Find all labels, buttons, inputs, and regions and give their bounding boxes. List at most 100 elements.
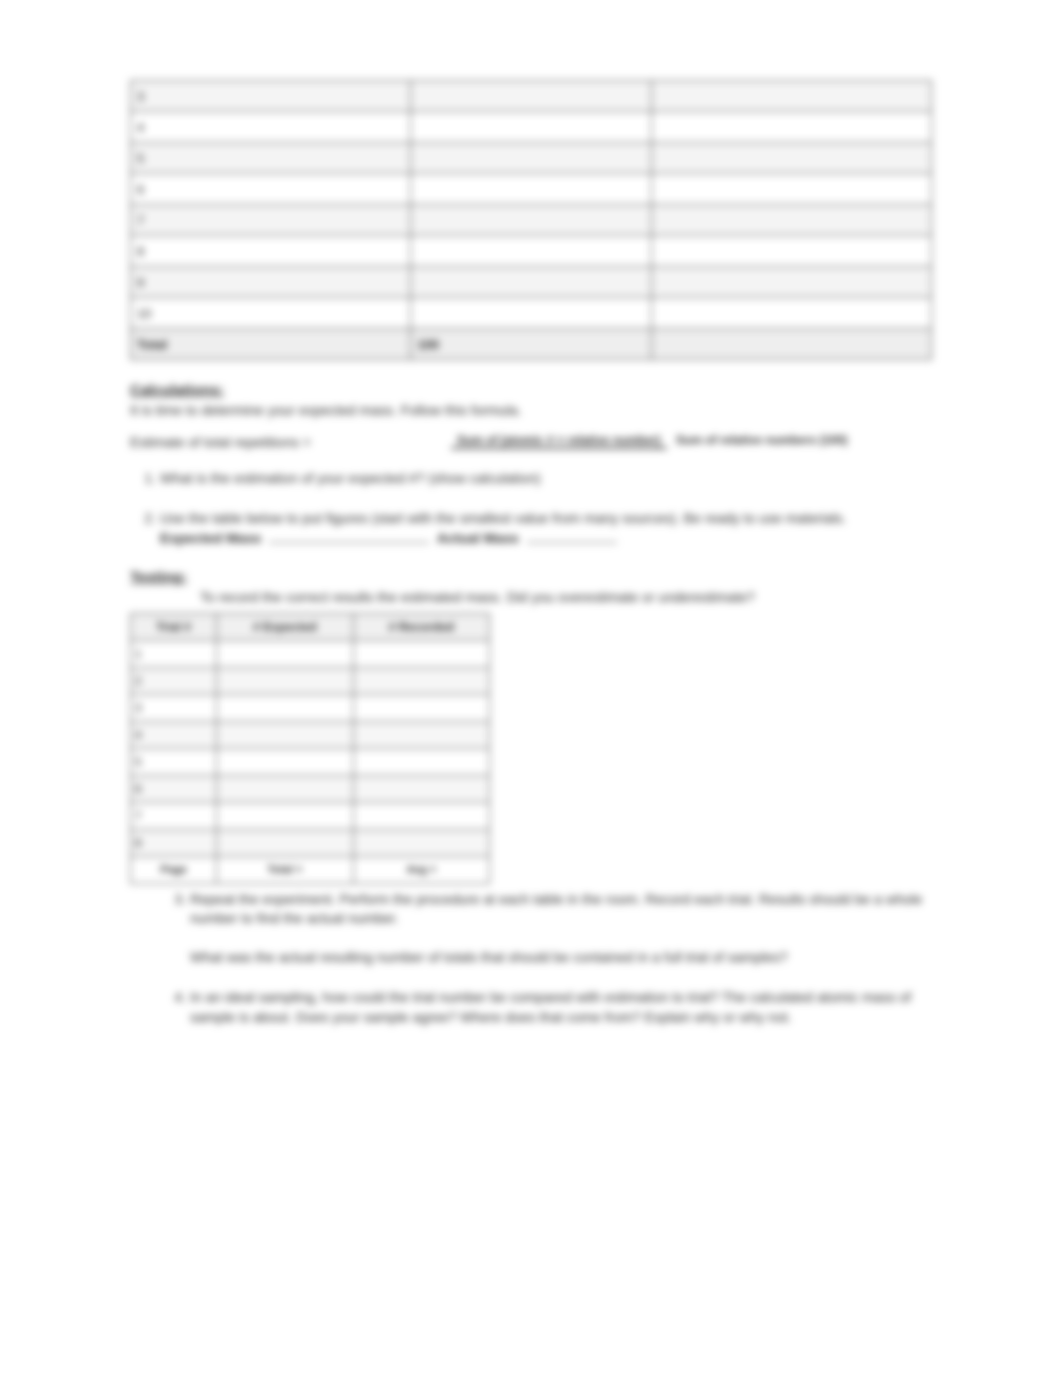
expected-mass-blank[interactable] bbox=[269, 528, 429, 543]
trial-cell: 7 bbox=[131, 802, 217, 829]
table-cell bbox=[651, 143, 931, 174]
question-3-text: Repeat the experiment. Perform the proce… bbox=[190, 891, 922, 927]
question-4-text: In an ideal sampling, how could the tria… bbox=[190, 989, 911, 1025]
data-table-main: 345678910Total100 bbox=[130, 80, 932, 360]
trial-cell bbox=[353, 802, 489, 829]
trial-cell bbox=[217, 667, 353, 694]
table-cell bbox=[651, 298, 931, 329]
table-cell bbox=[411, 81, 651, 112]
testing-intro: To record the correct results the estima… bbox=[200, 588, 932, 607]
calculations-intro: It is time to determine your expected ma… bbox=[130, 401, 932, 420]
table-cell: 9 bbox=[131, 267, 411, 298]
question-1: What is the estimation of your expected … bbox=[160, 468, 932, 488]
trial-row: 1 bbox=[131, 640, 490, 667]
trial-col-header-1: Trial # bbox=[131, 613, 217, 640]
trial-cell bbox=[353, 694, 489, 721]
table-cell bbox=[651, 174, 931, 205]
actual-mass-label: Actual Mass bbox=[437, 530, 519, 546]
formula-row: Estimate of total repetitions = Sum of (… bbox=[130, 434, 932, 450]
trial-cell bbox=[217, 640, 353, 667]
table-footer-cell: 100 bbox=[411, 329, 651, 360]
trial-cell bbox=[217, 748, 353, 775]
trial-footer-3: Avg = bbox=[353, 856, 489, 883]
table-cell bbox=[651, 205, 931, 236]
trial-row: 7 bbox=[131, 802, 490, 829]
fraction-numerator: Sum of (atomic # × relative number) bbox=[451, 433, 667, 449]
table-cell: 4 bbox=[131, 112, 411, 143]
question-3: Repeat the experiment. Perform the proce… bbox=[190, 890, 932, 968]
question-list-1: What is the estimation of your expected … bbox=[130, 468, 932, 549]
trial-table-body: 12345678 bbox=[131, 640, 490, 856]
trial-cell bbox=[353, 640, 489, 667]
table-cell bbox=[411, 298, 651, 329]
table-cell: 7 bbox=[131, 205, 411, 236]
table-cell bbox=[411, 143, 651, 174]
table-cell bbox=[651, 267, 931, 298]
calculations-heading: Calculations: bbox=[130, 382, 932, 399]
table-cell: 3 bbox=[131, 81, 411, 112]
trial-cell: 2 bbox=[131, 667, 217, 694]
trial-footer-1: Page bbox=[131, 856, 217, 883]
trial-row: 8 bbox=[131, 829, 490, 856]
formula-lhs: Estimate of total repetitions = bbox=[130, 434, 311, 450]
trial-cell: 1 bbox=[131, 640, 217, 667]
question-3b-text: What was the actual resulting number of … bbox=[190, 949, 788, 965]
table-footer-cell: Total bbox=[131, 329, 411, 360]
testing-heading: Testing: bbox=[130, 569, 932, 586]
trial-cell: 5 bbox=[131, 748, 217, 775]
table-cell bbox=[411, 267, 651, 298]
trial-cell bbox=[217, 694, 353, 721]
table-row: 9 bbox=[131, 267, 932, 298]
trial-cell: 4 bbox=[131, 721, 217, 748]
table-cell: 10 bbox=[131, 298, 411, 329]
trial-col-header-3: # Recorded bbox=[353, 613, 489, 640]
document-page: 345678910Total100 Calculations: It is ti… bbox=[0, 0, 1062, 1377]
table-cell: 8 bbox=[131, 236, 411, 267]
trial-cell bbox=[217, 802, 353, 829]
table-cell bbox=[651, 81, 931, 112]
table-cell: 5 bbox=[131, 143, 411, 174]
trial-table-head: Trial # # Expected # Recorded bbox=[131, 613, 490, 640]
fraction-denominator: Sum of relative numbers (100) bbox=[670, 433, 853, 447]
trial-cell bbox=[217, 721, 353, 748]
expected-mass-label: Expected Mass bbox=[160, 530, 261, 546]
question-1-text: What is the estimation of your expected … bbox=[160, 470, 541, 486]
table-row: 4 bbox=[131, 112, 932, 143]
trial-table-foot: Page Total = Avg = bbox=[131, 856, 490, 883]
trial-cell: 6 bbox=[131, 775, 217, 802]
table-body: 345678910Total100 bbox=[131, 81, 932, 360]
trial-cell: 3 bbox=[131, 694, 217, 721]
trial-cell bbox=[353, 748, 489, 775]
question-list-2: Repeat the experiment. Perform the proce… bbox=[130, 890, 932, 1028]
table-row: 5 bbox=[131, 143, 932, 174]
formula-fraction: Sum of (atomic # × relative number) Sum … bbox=[451, 434, 853, 450]
trial-row: 6 bbox=[131, 775, 490, 802]
table-row: 7 bbox=[131, 205, 932, 236]
question-4: In an ideal sampling, how could the tria… bbox=[190, 988, 932, 1027]
question-2-text: Use the table below to put figures (star… bbox=[160, 510, 846, 526]
table-footer-row: Total100 bbox=[131, 329, 932, 360]
trial-table: Trial # # Expected # Recorded 12345678 P… bbox=[130, 613, 490, 884]
trial-footer-2: Total = bbox=[217, 856, 353, 883]
actual-mass-blank[interactable] bbox=[527, 528, 617, 543]
trial-col-header-2: # Expected bbox=[217, 613, 353, 640]
table-cell: 6 bbox=[131, 174, 411, 205]
question-2: Use the table below to put figures (star… bbox=[160, 508, 932, 549]
table-row: 10 bbox=[131, 298, 932, 329]
table-cell bbox=[411, 205, 651, 236]
trial-cell bbox=[353, 667, 489, 694]
table-cell bbox=[411, 174, 651, 205]
trial-table-wrap: Trial # # Expected # Recorded 12345678 P… bbox=[130, 613, 932, 884]
trial-row: 4 bbox=[131, 721, 490, 748]
trial-cell bbox=[217, 775, 353, 802]
table-cell bbox=[651, 236, 931, 267]
table-cell bbox=[651, 112, 931, 143]
trial-cell: 8 bbox=[131, 829, 217, 856]
trial-cell bbox=[353, 829, 489, 856]
table-cell bbox=[411, 236, 651, 267]
table-row: 3 bbox=[131, 81, 932, 112]
table-row: 8 bbox=[131, 236, 932, 267]
trial-row: 5 bbox=[131, 748, 490, 775]
trial-cell bbox=[353, 721, 489, 748]
table-cell bbox=[411, 112, 651, 143]
